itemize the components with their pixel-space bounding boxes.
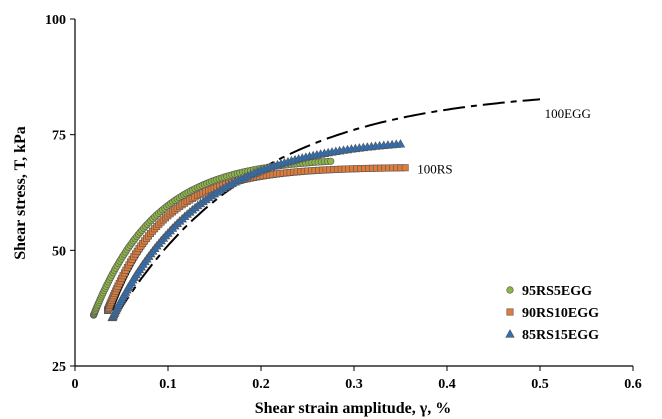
curve-label: 100RS [417,161,452,176]
legend-marker [506,308,514,316]
legend-item-95rs5egg: 95RS5EGG [506,284,592,299]
data-point [327,157,335,165]
x-tick-label: 0 [72,377,79,392]
annotations: 100EGG 100RS [417,106,591,177]
data-point [401,164,409,172]
legend-label: 95RS5EGG [522,284,592,299]
legend-label: 90RS10EGG [522,306,599,321]
x-tick-label: 0.3 [345,377,363,392]
series-line-100rs [111,166,401,311]
x-tick-label: 0.4 [438,377,456,392]
x-tick-label: 0.1 [159,377,177,392]
data-point [395,139,406,148]
legend-item-85rs15egg: 85RS15EGG [505,328,599,343]
legend-item-90rs10egg: 90RS10EGG [506,306,599,321]
legend-marker [505,329,515,338]
y-tick-label: 50 [52,244,66,259]
y-tick-label: 25 [52,360,66,375]
x-tick-label: 0.6 [624,377,642,392]
y-tick-label: 75 [52,129,66,144]
series-line-100egg [115,98,541,316]
y-tick-label: 100 [45,13,66,28]
legend: 95RS5EGG 90RS10EGG 85RS15EGG [505,284,599,343]
x-axis-title: Shear strain amplitude, γ, % [255,400,452,417]
legend-marker [506,286,514,294]
x-tick-label: 0.2 [252,377,270,392]
curve-label: 100EGG [545,106,591,121]
y-axis-title: Shear stress, T, kPa [12,126,29,260]
legend-label: 85RS15EGG [522,328,599,343]
x-axis: 0 0.1 0.2 0.3 0.4 0.5 0.6 [72,366,642,392]
x-tick-label: 0.5 [531,377,549,392]
series-85rs15egg [107,139,406,322]
y-axis: 25 50 75 100 [45,13,75,375]
data-layer [89,98,541,322]
series-90rs10egg [104,164,409,314]
